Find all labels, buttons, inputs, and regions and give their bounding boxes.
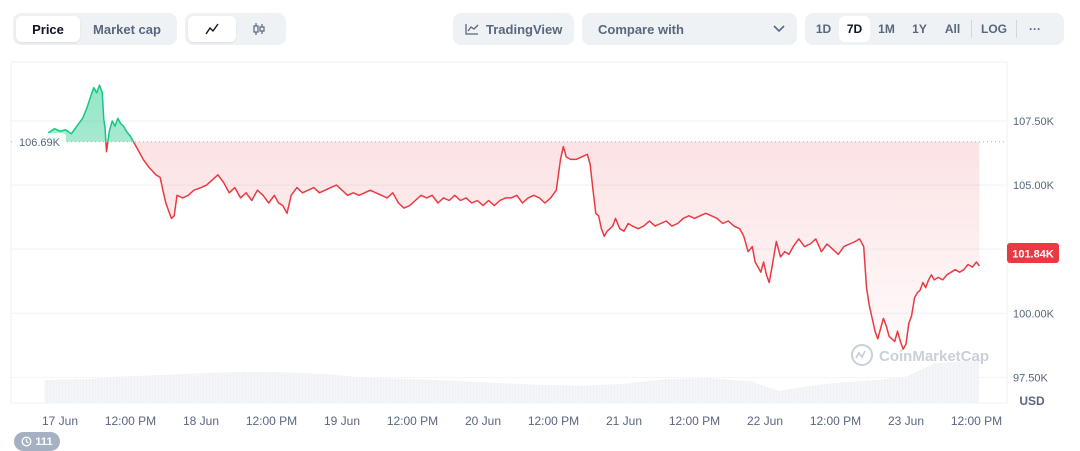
log-scale-toggle[interactable]: LOG bbox=[981, 22, 1007, 36]
range-all[interactable]: All bbox=[944, 22, 961, 36]
x-tick-label: 21 Jun bbox=[606, 414, 642, 428]
range-7d[interactable]: 7D bbox=[839, 16, 870, 42]
range-1y[interactable]: 1Y bbox=[912, 22, 927, 36]
current-price-tag: 101.84K bbox=[1007, 243, 1059, 263]
candlestick-icon bbox=[253, 23, 265, 35]
x-tick-label: 18 Jun bbox=[183, 414, 219, 428]
chart-type-toggle bbox=[185, 13, 286, 45]
range-1d[interactable]: 1D bbox=[815, 22, 832, 36]
y-tick-label: 105.00K bbox=[1013, 180, 1055, 192]
x-tick-label: 12:00 PM bbox=[246, 414, 297, 428]
compare-with-label: Compare with bbox=[598, 21, 684, 37]
price-area-up bbox=[44, 85, 134, 142]
current-price-value: 101.84K bbox=[1012, 249, 1054, 261]
line-chart-button[interactable] bbox=[188, 16, 236, 42]
x-tick-label: 23 Jun bbox=[888, 414, 924, 428]
watermark-text: CoinMarketCap bbox=[879, 348, 989, 365]
line-chart-icon bbox=[205, 23, 219, 35]
tab-price[interactable]: Price bbox=[16, 16, 80, 42]
x-tick-label: 19 Jun bbox=[324, 414, 360, 428]
x-axis: 17 Jun 12:00 PM 18 Jun 12:00 PM 19 Jun 12:00 … bbox=[42, 414, 1002, 428]
tradingview-button[interactable]: TradingView bbox=[453, 13, 574, 45]
tradingview-label: TradingView bbox=[486, 21, 563, 37]
range-1m[interactable]: 1M bbox=[878, 22, 895, 36]
reference-value: 106.69K bbox=[19, 137, 61, 149]
x-tick-label: 12:00 PM bbox=[669, 414, 720, 428]
volume-bars bbox=[12, 355, 1007, 403]
x-tick-label: 20 Jun bbox=[465, 414, 501, 428]
price-line-down bbox=[44, 141, 980, 350]
y-tick-label: 107.50K bbox=[1013, 116, 1055, 128]
history-icon bbox=[21, 436, 32, 447]
time-range-selector: 1D 7D 1M 1Y All LOG ··· bbox=[805, 13, 1064, 45]
history-button[interactable]: 111 bbox=[14, 432, 60, 451]
watermark: CoinMarketCap bbox=[851, 344, 989, 366]
history-count: 111 bbox=[35, 435, 53, 448]
tab-market-cap[interactable]: Market cap bbox=[93, 21, 161, 37]
x-tick-label: 12:00 PM bbox=[810, 414, 861, 428]
x-tick-label: 12:00 PM bbox=[951, 414, 1002, 428]
candlestick-button[interactable] bbox=[236, 16, 284, 42]
volume-area bbox=[44, 359, 980, 403]
x-tick-label: 22 Jun bbox=[747, 414, 783, 428]
currency-label: USD bbox=[1019, 394, 1045, 408]
reference-tag: 106.69K bbox=[14, 133, 66, 150]
range-divider-2 bbox=[1016, 20, 1017, 38]
range-divider bbox=[971, 20, 972, 38]
price-marketcap-toggle: Price Market cap bbox=[13, 13, 177, 45]
compare-with-dropdown[interactable]: Compare with bbox=[582, 13, 797, 45]
x-tick-label: 17 Jun bbox=[42, 414, 78, 428]
tradingview-icon bbox=[465, 24, 479, 35]
price-area-down bbox=[44, 141, 980, 350]
chevron-down-icon bbox=[773, 25, 785, 33]
y-tick-label: 100.00K bbox=[1013, 308, 1055, 320]
x-tick-label: 12:00 PM bbox=[105, 414, 156, 428]
more-options-button[interactable]: ··· bbox=[1029, 22, 1041, 36]
x-tick-label: 12:00 PM bbox=[387, 414, 438, 428]
x-tick-label: 12:00 PM bbox=[528, 414, 579, 428]
y-tick-label: 97.50K bbox=[1013, 372, 1049, 384]
